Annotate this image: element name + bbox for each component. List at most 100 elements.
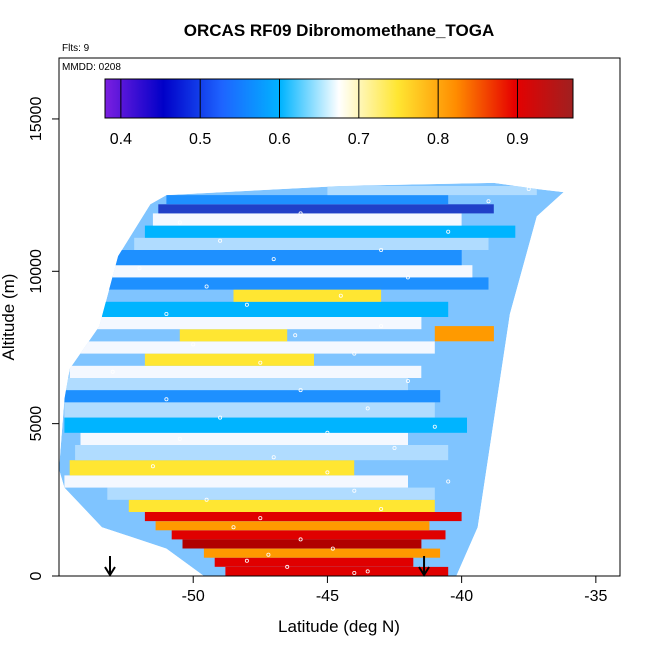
sample-point-26 — [258, 360, 263, 365]
band-7 — [128, 499, 435, 512]
sample-point-21 — [365, 406, 370, 411]
band-27 — [115, 250, 462, 266]
sample-point-35 — [405, 275, 410, 280]
profile-marker-0 — [104, 556, 116, 577]
sample-point-14 — [150, 464, 155, 469]
sample-point-41 — [177, 220, 182, 225]
band-11 — [75, 445, 449, 461]
sample-point-16 — [392, 445, 397, 450]
band-25 — [107, 277, 489, 290]
band-23 — [101, 301, 449, 317]
band-31 — [158, 204, 494, 214]
band-21 — [434, 326, 494, 342]
band-22 — [91, 317, 422, 330]
sample-point-40 — [446, 229, 451, 234]
colorbar-tick-label-4: 0.8 — [427, 131, 449, 148]
colorbar-tick-label-0: 0.4 — [110, 131, 132, 148]
sample-point-28 — [191, 342, 196, 347]
sample-point-43 — [486, 199, 491, 204]
band-20 — [179, 329, 288, 342]
y-axis: 0 5000 10000 15000 — [28, 97, 59, 580]
x-tick-label-1: -45 — [316, 588, 339, 605]
sample-point-38 — [379, 247, 384, 252]
sample-point-36 — [137, 266, 142, 271]
sample-point-0 — [352, 571, 357, 576]
sample-point-1 — [365, 569, 370, 574]
sample-point-37 — [271, 257, 276, 262]
band-32 — [166, 195, 449, 205]
x-tick-label-3: -35 — [584, 588, 607, 605]
band-2 — [203, 548, 441, 558]
data-domain — [59, 182, 564, 576]
colorbar-tick-label-2: 0.6 — [268, 131, 290, 148]
band-26 — [112, 265, 473, 278]
plot-frame — [58, 57, 621, 577]
y-tick-label-3: 15000 — [28, 97, 45, 142]
band-24 — [233, 289, 382, 302]
sample-point-15 — [271, 455, 276, 460]
colorbar-ticks: 0.4 0.5 0.6 0.7 0.8 0.9 — [110, 79, 529, 148]
band-16 — [64, 377, 409, 391]
band-12 — [80, 432, 408, 445]
band-4 — [171, 530, 446, 540]
band-29 — [144, 225, 516, 238]
band-13 — [64, 417, 468, 433]
sample-point-9 — [379, 506, 384, 511]
band-1 — [214, 557, 414, 567]
plot-area — [59, 182, 572, 577]
sample-point-42 — [298, 211, 303, 216]
sample-point-30 — [379, 324, 384, 329]
band-9 — [64, 475, 409, 488]
sample-point-23 — [298, 388, 303, 393]
band-15 — [64, 390, 441, 403]
sample-point-39 — [218, 238, 223, 243]
sample-points — [110, 186, 572, 576]
sample-point-33 — [338, 293, 343, 298]
sample-point-31 — [164, 311, 169, 316]
band-10 — [69, 460, 355, 476]
band-28 — [134, 237, 489, 250]
band-17 — [69, 365, 422, 378]
colorbar-tick-label-5: 0.9 — [506, 131, 528, 148]
sample-point-22 — [164, 397, 169, 402]
concentration-bands — [64, 186, 537, 576]
band-6 — [144, 512, 462, 522]
y-tick-label-2: 10000 — [28, 249, 45, 294]
profile-markers — [104, 556, 430, 577]
chart-title: ORCAS RF09 Dibromomethane_TOGA — [184, 21, 494, 40]
mmdd-note: MMDD: 0208 — [62, 62, 121, 73]
sample-point-27 — [352, 351, 357, 356]
sample-point-25 — [110, 369, 115, 374]
colorbar-tick-label-1: 0.5 — [189, 131, 211, 148]
sample-point-7 — [231, 525, 236, 530]
sample-point-4 — [266, 552, 271, 557]
colorbar: 0.4 0.5 0.6 0.7 0.8 0.9 — [104, 78, 574, 148]
colorbar-bar — [104, 78, 574, 119]
sample-point-17 — [177, 436, 182, 441]
sample-point-24 — [405, 378, 410, 383]
x-axis: -50 -45 -40 -35 — [182, 576, 608, 605]
band-19 — [80, 341, 435, 354]
sample-point-10 — [204, 497, 209, 502]
sample-point-18 — [325, 430, 330, 435]
band-18 — [144, 353, 314, 366]
sample-point-11 — [352, 488, 357, 493]
band-8 — [107, 487, 435, 500]
sample-point-12 — [446, 479, 451, 484]
x-tick-label-0: -50 — [182, 588, 205, 605]
sample-point-5 — [330, 546, 335, 551]
profile-marker-1 — [418, 556, 430, 577]
x-tick-label-2: -40 — [450, 588, 473, 605]
sample-point-44 — [526, 186, 531, 191]
sample-point-20 — [218, 415, 223, 420]
band-3 — [182, 539, 422, 549]
colorbar-tick-label-3: 0.7 — [348, 131, 370, 148]
sample-point-3 — [244, 558, 249, 563]
sample-point-8 — [258, 516, 263, 521]
sample-point-29 — [293, 333, 298, 338]
y-axis-label: Altitude (m) — [0, 274, 18, 361]
y-tick-label-0: 0 — [28, 571, 45, 580]
sample-point-19 — [432, 424, 437, 429]
sample-point-45 — [567, 188, 572, 193]
